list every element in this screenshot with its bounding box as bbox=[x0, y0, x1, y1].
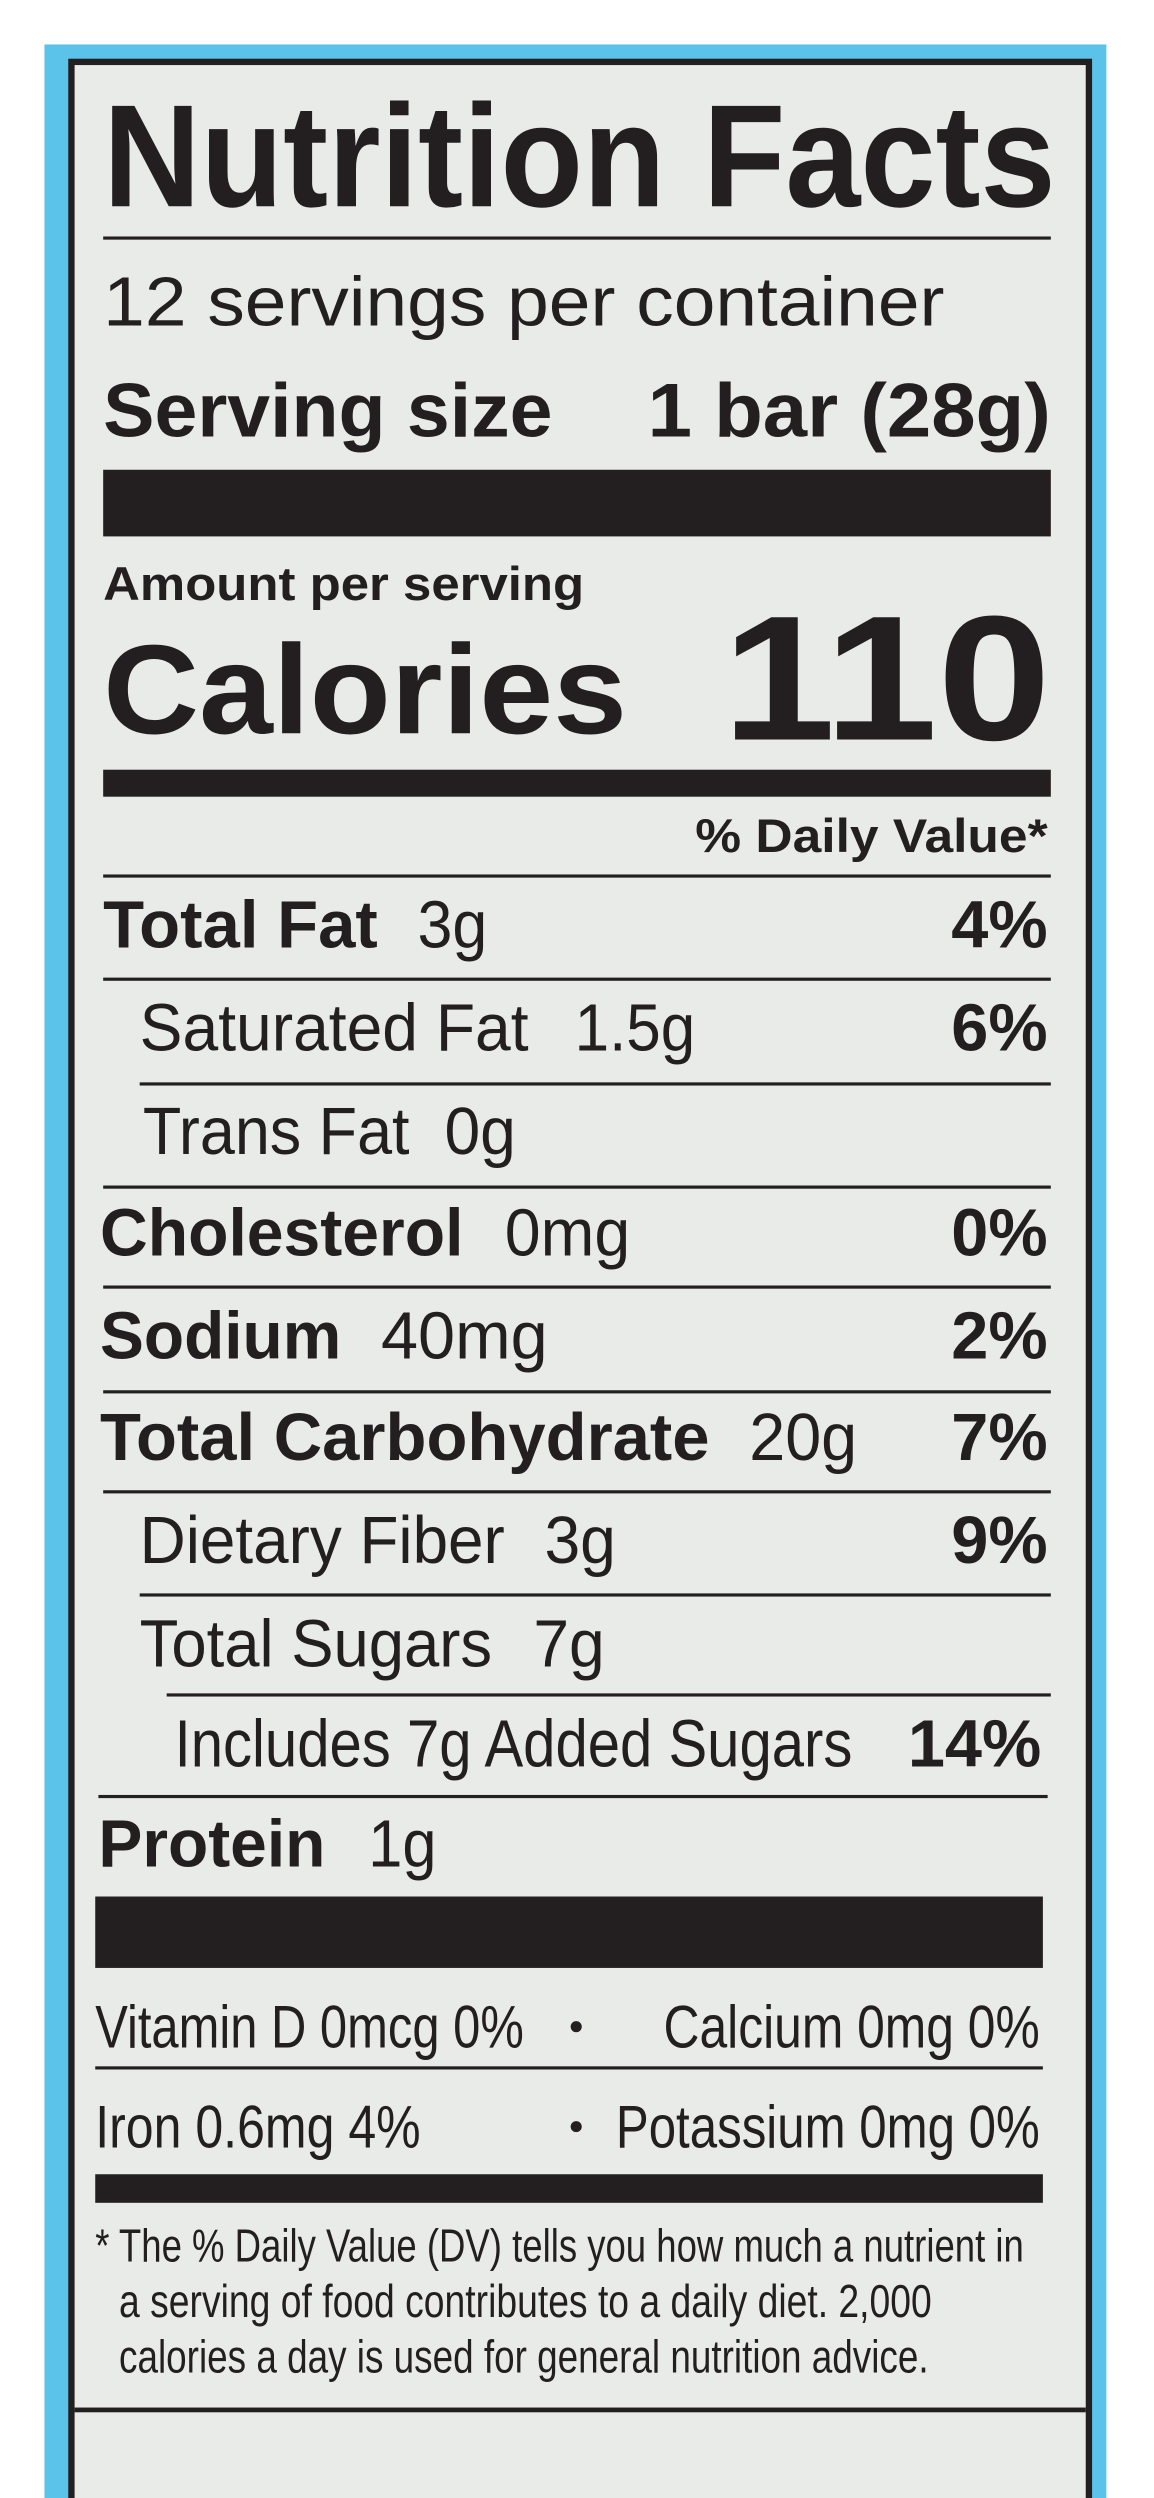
rule bbox=[166, 1693, 1051, 1697]
nutrient-name: Sodium bbox=[100, 1300, 341, 1374]
nutrient-name: Cholesterol bbox=[100, 1196, 464, 1270]
rule bbox=[98, 1794, 1048, 1799]
daily-value-header: % Daily Value* bbox=[695, 810, 1048, 863]
nutrient-name: Total Sugars bbox=[140, 1607, 492, 1681]
rule bbox=[103, 1490, 1051, 1494]
nutrient-name: Total Fat bbox=[103, 888, 378, 962]
rule bbox=[103, 1285, 1051, 1289]
nutrient-amount: 3g bbox=[544, 1504, 615, 1578]
rule bbox=[103, 874, 1051, 878]
footnote-line: * The % Daily Value (DV) tells you how m… bbox=[95, 2220, 1024, 2272]
nutrient-dv: 0% bbox=[951, 1196, 1047, 1270]
vitamin: Potassium 0mg 0% bbox=[616, 2092, 1040, 2160]
medium-bar bbox=[103, 769, 1051, 797]
thick-bar bbox=[103, 469, 1051, 537]
nutrient-amount: 7g bbox=[533, 1607, 604, 1681]
rule bbox=[139, 1082, 1051, 1086]
calories-label: Calories bbox=[103, 618, 627, 760]
servings: 12 servings per container bbox=[103, 262, 944, 340]
footnote-line: calories a day is used for general nutri… bbox=[119, 2331, 929, 2383]
nutrient-dv: 4% bbox=[951, 888, 1047, 962]
medium-bar bbox=[95, 2174, 1043, 2203]
nutrient-dv: 6% bbox=[951, 992, 1047, 1066]
thick-bar bbox=[95, 1896, 1043, 1968]
nutrient-dv: 14% bbox=[908, 1707, 1041, 1781]
nutrient-name: Dietary Fiber bbox=[140, 1504, 505, 1578]
vitamin: Calcium 0mg 0% bbox=[664, 1992, 1040, 2060]
nutrient-name: Saturated Fat bbox=[140, 992, 529, 1066]
nutrient-amount: 0mg bbox=[505, 1196, 630, 1270]
vitamin: Vitamin D 0mcg 0% bbox=[95, 1992, 524, 2060]
nutrient-name: Protein bbox=[98, 1807, 325, 1881]
nutrient-dv: 9% bbox=[951, 1504, 1047, 1578]
amount-per-serving: Amount per serving bbox=[103, 558, 584, 611]
rule bbox=[103, 977, 1051, 981]
title: Nutrition Facts bbox=[103, 74, 1055, 237]
nutrient-name: Includes 7g Added Sugars bbox=[175, 1707, 853, 1781]
nutrient-amount: 40mg bbox=[381, 1300, 548, 1374]
nutrient-amount: 1g bbox=[368, 1807, 436, 1881]
rule bbox=[139, 1593, 1051, 1597]
nutrient-amount: 1.5g bbox=[575, 992, 696, 1066]
nutrient-amount: 0g bbox=[444, 1095, 515, 1169]
nutrient-amount: 3g bbox=[417, 888, 487, 962]
serving-size-value: 1 bar (28g) bbox=[648, 368, 1051, 453]
calories-value: 110 bbox=[722, 579, 1051, 778]
nutrient-amount: 20g bbox=[749, 1401, 857, 1475]
nutrient-dv: 2% bbox=[951, 1300, 1047, 1374]
rule bbox=[95, 2066, 1043, 2070]
separator-dot bbox=[570, 2021, 582, 2033]
serving-size-label: Serving size bbox=[103, 368, 552, 453]
rule bbox=[103, 1390, 1051, 1394]
separator-dot bbox=[570, 2121, 582, 2133]
nutrient-name: Total Carbohydrate bbox=[100, 1401, 710, 1475]
footnote-line: a serving of food contributes to a daily… bbox=[119, 2275, 932, 2327]
vitamin: Iron 0.6mg 4% bbox=[95, 2092, 420, 2160]
nutrient-name: Trans Fat bbox=[143, 1095, 410, 1169]
rule bbox=[74, 2407, 1086, 2413]
rule bbox=[103, 236, 1051, 240]
rule bbox=[103, 1185, 1051, 1189]
nutrient-dv: 7% bbox=[951, 1401, 1047, 1475]
